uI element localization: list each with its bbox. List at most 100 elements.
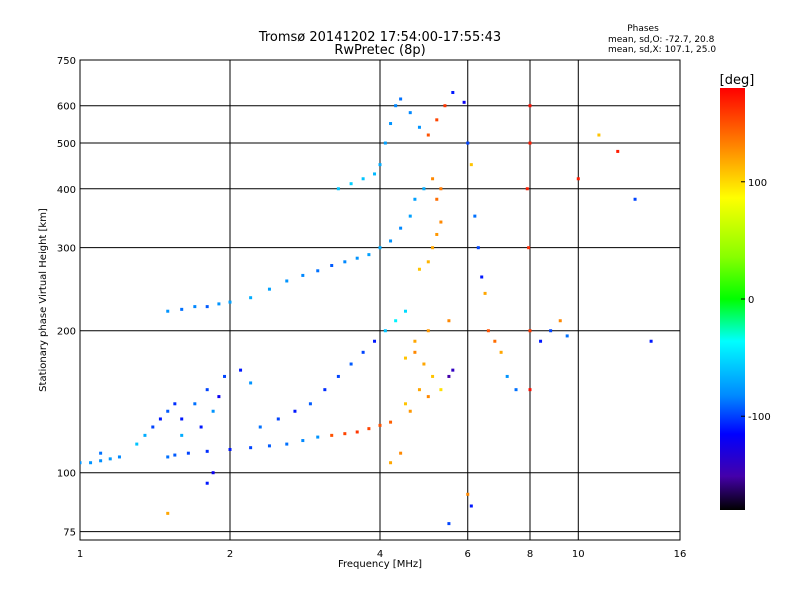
- x-tick-label: 2: [227, 549, 233, 560]
- data-point: [193, 402, 197, 406]
- data-point: [439, 187, 443, 191]
- data-point: [316, 269, 320, 273]
- data-point: [135, 442, 139, 446]
- data-point: [205, 481, 209, 485]
- data-point: [166, 511, 170, 515]
- data-point: [336, 187, 340, 191]
- data-point: [413, 339, 417, 343]
- data-point: [323, 388, 327, 392]
- data-point: [267, 287, 271, 291]
- data-point: [447, 319, 451, 323]
- data-point: [180, 307, 184, 311]
- data-point: [301, 273, 305, 277]
- data-point: [413, 350, 417, 354]
- colorbar-tick-label: 0: [748, 295, 754, 306]
- data-point: [330, 433, 334, 437]
- colorbar-label: [deg]: [720, 73, 755, 88]
- data-point: [205, 388, 209, 392]
- data-point: [399, 226, 403, 230]
- data-point: [443, 104, 447, 108]
- data-point: [528, 388, 532, 392]
- data-point: [249, 296, 253, 300]
- data-point: [99, 451, 103, 455]
- data-point: [276, 417, 280, 421]
- data-point: [285, 279, 289, 283]
- data-point: [308, 402, 312, 406]
- data-point: [483, 291, 487, 295]
- data-point: [403, 309, 407, 313]
- data-point: [649, 339, 653, 343]
- y-tick-labels: 75 100 200 300 400 500 600 750: [57, 56, 76, 539]
- data-point: [186, 451, 190, 455]
- data-point: [417, 267, 421, 271]
- scatter-points: [80, 90, 653, 526]
- data-point: [422, 187, 426, 191]
- colorbar: [720, 88, 745, 510]
- data-point: [505, 374, 509, 378]
- data-point: [349, 362, 353, 366]
- data-point: [166, 309, 170, 313]
- data-point: [389, 122, 393, 126]
- data-point: [343, 260, 347, 264]
- y-axis-label: Stationary phase Virtual Height [km]: [38, 208, 49, 392]
- data-point: [367, 253, 371, 257]
- data-point: [373, 339, 377, 343]
- data-point: [486, 329, 490, 333]
- data-point: [211, 409, 215, 413]
- data-point: [422, 362, 426, 366]
- data-point: [435, 118, 439, 122]
- data-point: [293, 409, 297, 413]
- data-point: [399, 97, 403, 101]
- data-point: [285, 442, 289, 446]
- data-point: [426, 133, 430, 137]
- data-point: [378, 246, 382, 250]
- data-point: [383, 141, 387, 145]
- data-point: [408, 111, 412, 115]
- data-point: [565, 334, 569, 338]
- data-point: [476, 246, 480, 250]
- phase-info-line2: mean, sd,X: 107.1, 25.0: [608, 45, 716, 55]
- data-point: [343, 432, 347, 436]
- y-tick-label: 75: [63, 528, 76, 539]
- colorbar-tick-label: -100: [748, 412, 771, 423]
- data-point: [539, 339, 543, 343]
- data-point: [367, 427, 371, 431]
- y-tick-label: 100: [57, 469, 76, 480]
- data-point: [217, 395, 221, 399]
- data-point: [355, 256, 359, 260]
- data-point: [633, 197, 637, 201]
- x-axis-label: Frequency [MHz]: [338, 559, 422, 570]
- phase-info-line1: mean, sd,O: -72.7, 20.8: [608, 35, 715, 45]
- data-point: [199, 425, 203, 429]
- data-point: [217, 302, 221, 306]
- data-point: [394, 319, 398, 323]
- chart-subtitle: RwPretec (8p): [334, 43, 425, 58]
- x-tick-label: 1: [77, 549, 83, 560]
- x-tick-label: 8: [527, 549, 533, 560]
- data-point: [616, 149, 620, 153]
- colorbar-ticks: 100 0 -100: [741, 178, 771, 423]
- x-tick-label: 4: [377, 549, 383, 560]
- data-point: [431, 246, 435, 250]
- data-point: [228, 300, 232, 304]
- data-point: [426, 329, 430, 333]
- data-point: [514, 388, 518, 392]
- y-tick-label: 500: [57, 139, 76, 150]
- data-point: [439, 220, 443, 224]
- data-point: [117, 455, 121, 459]
- data-point: [417, 125, 421, 129]
- data-point: [193, 305, 197, 309]
- data-point: [249, 381, 253, 385]
- data-point: [373, 172, 377, 176]
- data-point: [389, 420, 393, 424]
- data-point: [493, 339, 497, 343]
- data-point: [469, 504, 473, 508]
- data-point: [469, 163, 473, 167]
- data-point: [173, 402, 177, 406]
- x-tick-label: 10: [572, 549, 585, 560]
- data-point: [89, 461, 93, 465]
- data-point: [228, 447, 232, 451]
- data-point: [435, 197, 439, 201]
- data-point: [408, 409, 412, 413]
